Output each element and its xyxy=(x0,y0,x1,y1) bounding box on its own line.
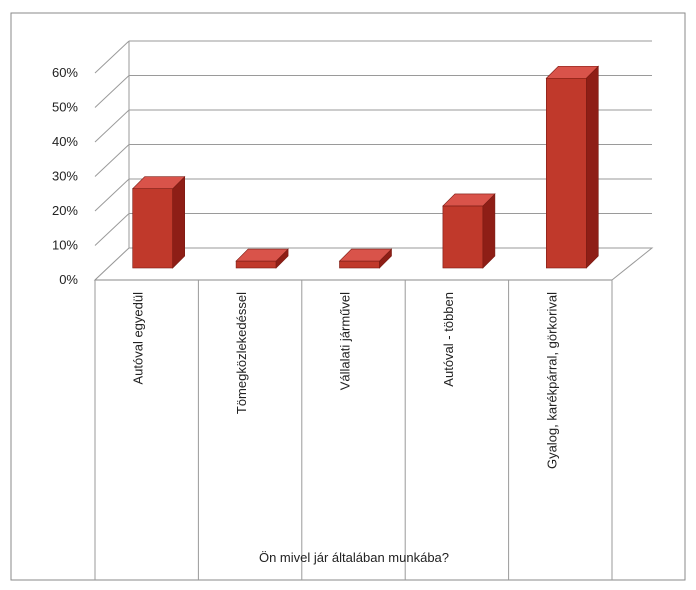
gridline-left xyxy=(94,109,130,143)
bar-3 xyxy=(338,248,393,269)
y-tick-label: 0% xyxy=(59,272,78,287)
y-tick-label: 60% xyxy=(52,65,78,80)
y-tick-label: 20% xyxy=(52,203,78,218)
y-axis-ticks: 0% 10% 20% 30% 40% 50% 60% xyxy=(52,65,78,287)
bars xyxy=(131,65,600,269)
gridline-left xyxy=(94,213,130,246)
bar-5 xyxy=(545,65,600,269)
bar-front-face xyxy=(235,260,277,269)
x-category-label: Gyalog, karékpárral, görkorival xyxy=(544,292,559,469)
bar-front-face xyxy=(442,205,484,269)
x-axis-title: Ön mivel jár általában munkába? xyxy=(259,550,449,565)
bar-side-face xyxy=(172,175,185,269)
bar-4 xyxy=(442,193,496,269)
bar-front-face xyxy=(339,260,380,269)
x-category-label: Autóval - többen xyxy=(441,292,456,387)
bar-1 xyxy=(131,175,186,269)
bar-front-face xyxy=(545,77,587,269)
gridline-left xyxy=(94,75,130,108)
y-tick-label: 10% xyxy=(52,238,78,253)
x-category-label: Tömegközlekedéssel xyxy=(234,292,249,414)
bar-side-face xyxy=(482,193,496,269)
gridline-left xyxy=(94,178,130,212)
x-category-label: Autóval egyedül xyxy=(131,292,146,385)
x-category-label: Vállalati járművel xyxy=(338,292,353,390)
bar-side-face xyxy=(585,65,599,269)
y-tick-label: 30% xyxy=(52,169,78,184)
x-axis-categories: Autóval egyedül Tömegközlekedéssel Vállala… xyxy=(131,292,560,469)
bar-top-face xyxy=(235,248,289,262)
gridline-left xyxy=(94,144,130,177)
bar-top-face xyxy=(442,193,496,207)
y-tick-label: 50% xyxy=(52,100,78,115)
y-tick-label: 40% xyxy=(52,134,78,149)
bar-top-face xyxy=(545,65,600,79)
bar-front-face xyxy=(132,188,173,269)
bar-2 xyxy=(235,248,289,269)
gridline-left xyxy=(94,40,130,74)
bar-top-face xyxy=(338,248,393,262)
bar-top-face xyxy=(131,176,186,189)
